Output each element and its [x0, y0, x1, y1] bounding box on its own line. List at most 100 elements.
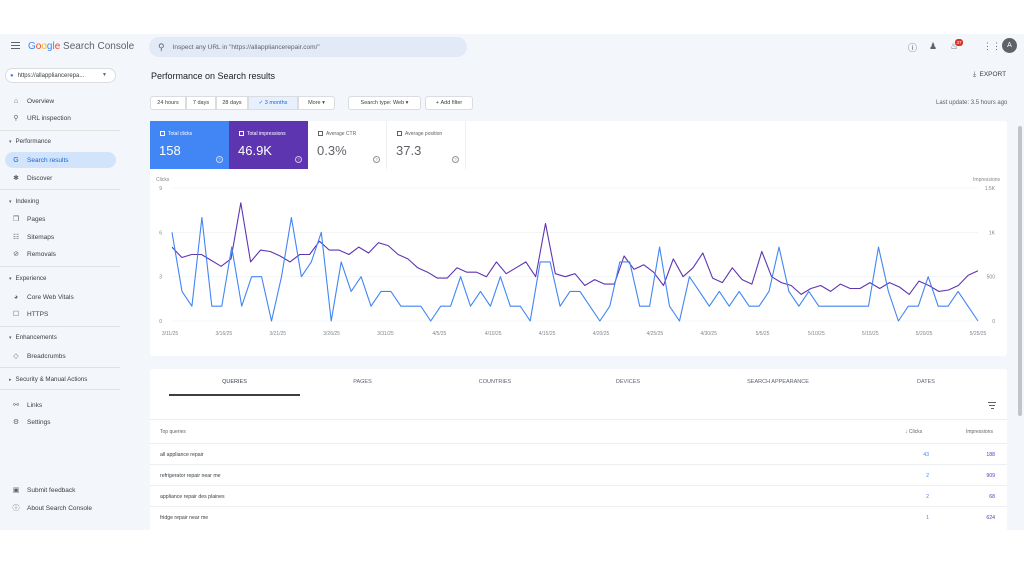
date-chip-3m[interactable]: ✓ 3 months [248, 96, 298, 110]
tab-devices[interactable]: DEVICES [615, 379, 641, 385]
pages-icon: ❐ [12, 216, 20, 223]
column-header-impressions[interactable]: Impressions [966, 429, 993, 435]
tab-search-appearance[interactable]: SEARCH APPEARANCE [747, 379, 809, 385]
checkbox-icon [397, 131, 402, 136]
table-row[interactable]: appliance repair des plaines 2 68 [150, 485, 1007, 506]
table-row[interactable]: fridge repair near me 1 624 [150, 506, 1007, 527]
last-update: Last update: 3.5 hours ago [936, 100, 1008, 106]
export-button[interactable]: ⤓ EXPORT [973, 71, 1007, 78]
metric-average-position[interactable]: Average position 37.3 ? [387, 121, 466, 169]
tab-dates[interactable]: DATES [917, 379, 935, 385]
property-icon: ● [10, 72, 14, 79]
section-security[interactable]: ▸ Security & Manual Actions [9, 376, 88, 383]
sidebar-item-about[interactable]: ⓘ About Search Console [12, 504, 93, 513]
gauge-icon: ◕ [13, 293, 19, 301]
ctr-value: 0.3% [317, 143, 347, 158]
app-logo[interactable]: Google Search Console [28, 41, 135, 52]
manage-users-icon[interactable]: ♟ [929, 41, 938, 51]
help-icon[interactable]: ? [452, 156, 459, 163]
collapse-icon: ▾ [9, 199, 12, 205]
search-console-window: Google Search Console ⚲ Inspect any URL … [0, 34, 1024, 530]
series-line-impressions [171, 202, 979, 295]
column-header-query: Top queries [160, 429, 186, 435]
arrow-down-icon: ↓ [905, 429, 909, 435]
x-tick-label: 5/10/25 [808, 331, 825, 337]
search-type-filter[interactable]: Search type: Web ▾ [348, 96, 421, 110]
table-row[interactable]: refrigerator repair near me 2 909 [150, 464, 1007, 485]
date-chip-more[interactable]: More ▾ [298, 96, 335, 110]
sidebar-item-settings[interactable]: ⚙ Settings [12, 418, 51, 427]
tab-queries[interactable]: QUERIES [222, 379, 247, 385]
avatar[interactable]: A [1002, 38, 1017, 53]
tab-pages[interactable]: PAGES [353, 379, 372, 385]
scrollbar[interactable] [1018, 126, 1022, 416]
section-experience[interactable]: ▾ Experience [9, 275, 47, 282]
page-title: Performance on Search results [151, 71, 276, 81]
right-axis-label: Impressions [973, 177, 1000, 183]
feedback-icon: ▣ [12, 487, 20, 494]
date-chip-7d[interactable]: 7 days [186, 96, 216, 110]
x-tick-label: 5/25/25 [970, 331, 987, 337]
x-tick-label: 5/5/25 [756, 331, 770, 337]
home-icon: ⌂ [13, 97, 19, 105]
menu-icon[interactable] [11, 42, 20, 49]
collapse-icon: ▾ [9, 276, 12, 282]
section-indexing[interactable]: ▾ Indexing [9, 198, 39, 205]
right-tick-label: 1.5K [985, 186, 996, 192]
apps-grid-icon[interactable]: ⋮⋮⋮ [983, 41, 1010, 51]
sidebar-item-discover[interactable]: ✱ Discover [5, 170, 116, 186]
date-chip-24h[interactable]: 24 hours [150, 96, 186, 110]
section-performance[interactable]: ▾ Performance [9, 138, 51, 145]
download-icon: ⤓ [973, 71, 976, 78]
property-selector[interactable]: ● https://allappliancerepa... ▼ [5, 68, 116, 83]
left-tick-label: 3 [159, 275, 162, 281]
search-icon: ⚲ [13, 115, 19, 122]
metric-total-impressions[interactable]: Total impressions 46.9K ? [229, 121, 308, 169]
impressions-value: 46.9K [238, 143, 272, 158]
checkbox-icon [318, 131, 323, 136]
help-icon[interactable]: ⓘ [908, 43, 918, 53]
section-enhancements[interactable]: ▾ Enhancements [9, 334, 57, 341]
collapse-icon: ▾ [9, 139, 12, 145]
metric-average-ctr[interactable]: Average CTR 0.3% ? [308, 121, 387, 169]
x-tick-label: 3/26/25 [323, 331, 340, 337]
sidebar-item-url-inspection[interactable]: ⚲ URL inspection [5, 110, 116, 126]
sidebar-item-sitemaps[interactable]: ☷ Sitemaps [12, 233, 55, 242]
help-icon[interactable]: ? [216, 156, 223, 163]
metric-total-clicks[interactable]: Total clicks 158 ? [150, 121, 229, 169]
sidebar-item-search-results[interactable]: G Search results [5, 152, 116, 168]
checkbox-icon [239, 131, 244, 136]
chevron-down-icon: ▼ [102, 72, 107, 78]
url-inspect-search[interactable]: ⚲ Inspect any URL in "https://allapplian… [149, 37, 467, 57]
dimensions-card: QUERIES PAGES COUNTRIES DEVICES SEARCH A… [150, 369, 1007, 530]
sidebar-item-submit-feedback[interactable]: ▣ Submit feedback [12, 486, 76, 495]
notifications-icon[interactable]: ♨ [950, 41, 959, 51]
search-input[interactable]: Inspect any URL in "https://allappliance… [172, 43, 320, 51]
x-tick-label: 5/20/25 [916, 331, 933, 337]
tab-countries[interactable]: COUNTRIES [478, 379, 512, 385]
lock-icon: ☐ [12, 311, 20, 318]
sidebar-item-links[interactable]: ⚯ Links [5, 397, 116, 413]
sitemap-icon: ☷ [12, 234, 20, 241]
filter-icon[interactable] [988, 402, 996, 411]
sidebar-item-https[interactable]: ☐ HTTPS [12, 310, 49, 319]
series-line-clicks [171, 217, 979, 322]
collapse-icon: ▾ [9, 335, 12, 341]
links-icon: ⚯ [13, 402, 19, 409]
sidebar-item-removals[interactable]: ⊘ Removals [5, 246, 116, 262]
sidebar-item-breadcrumbs[interactable]: ◇ Breadcrumbs [5, 348, 116, 364]
sidebar-item-overview[interactable]: ⌂ Overview [5, 93, 116, 109]
help-icon[interactable]: ? [295, 156, 302, 163]
column-header-clicks[interactable]: ↓ Clicks [905, 429, 923, 435]
sidebar-item-core-web-vitals[interactable]: ◕ Core Web Vitals [5, 289, 116, 305]
help-icon[interactable]: ? [373, 156, 380, 163]
left-tick-label: 6 [159, 230, 162, 236]
add-filter-button[interactable]: + Add filter [425, 96, 473, 110]
sidebar-item-pages[interactable]: ❐ Pages [12, 215, 46, 224]
checkbox-icon [160, 131, 165, 136]
performance-card: Total clicks 158 ? Total impressions 46.… [150, 121, 1007, 356]
date-chip-28d[interactable]: 28 days [216, 96, 248, 110]
table-row[interactable]: all appliance repair 43 188 [150, 443, 1007, 464]
asterisk-icon: ✱ [13, 175, 19, 182]
removals-icon: ⊘ [13, 251, 19, 258]
